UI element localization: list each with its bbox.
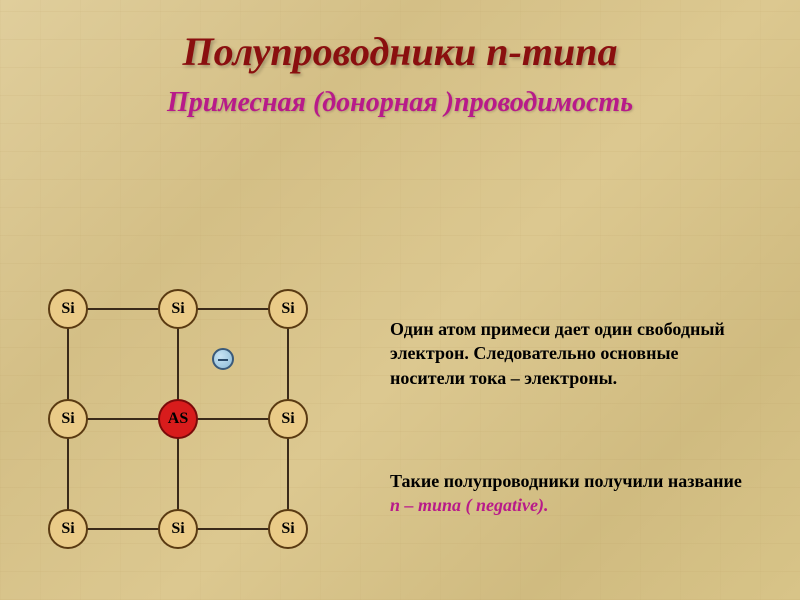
lattice-diagram: Si Si Si Si AS Si Si Si Si bbox=[48, 289, 328, 549]
paragraph-1-text: Один атом примеси дает один свободный эл… bbox=[390, 319, 725, 388]
silicon-atom: Si bbox=[48, 289, 88, 329]
silicon-atom: Si bbox=[48, 399, 88, 439]
paragraph-1: Один атом примеси дает один свободный эл… bbox=[390, 317, 750, 390]
page-title: Полупроводники n-типа bbox=[0, 0, 800, 75]
paragraph-2-highlight: n – типа ( negative). bbox=[390, 495, 549, 515]
free-electron-icon bbox=[212, 348, 234, 370]
silicon-atom: Si bbox=[158, 289, 198, 329]
silicon-atom: Si bbox=[268, 509, 308, 549]
silicon-atom: Si bbox=[268, 289, 308, 329]
paragraph-2: Такие полупроводники получили название n… bbox=[390, 469, 750, 518]
dopant-atom: AS bbox=[158, 399, 198, 439]
paragraph-2-prefix: Такие полупроводники получили название bbox=[390, 471, 742, 491]
silicon-atom: Si bbox=[158, 509, 198, 549]
silicon-atom: Si bbox=[268, 399, 308, 439]
silicon-atom: Si bbox=[48, 509, 88, 549]
page-subtitle: Примесная (донорная )проводимость bbox=[0, 87, 800, 119]
